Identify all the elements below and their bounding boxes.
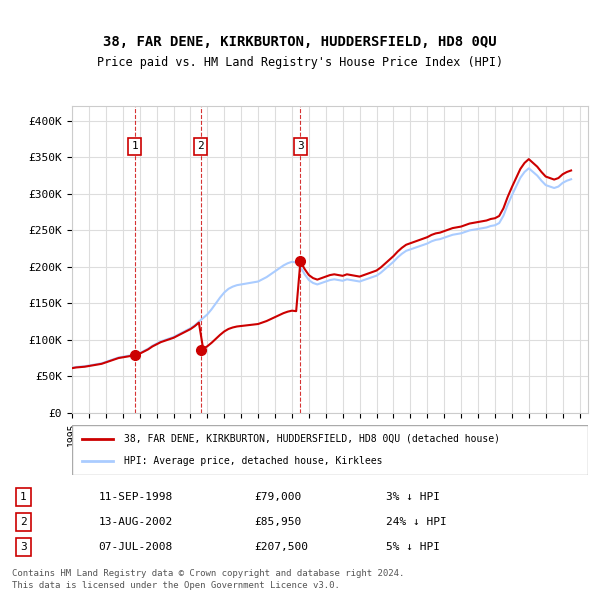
Text: £207,500: £207,500: [254, 542, 308, 552]
Text: 3: 3: [20, 542, 27, 552]
Text: 13-AUG-2002: 13-AUG-2002: [98, 517, 173, 527]
Text: 07-JUL-2008: 07-JUL-2008: [98, 542, 173, 552]
Text: Price paid vs. HM Land Registry's House Price Index (HPI): Price paid vs. HM Land Registry's House …: [97, 56, 503, 69]
Text: 11-SEP-1998: 11-SEP-1998: [98, 492, 173, 502]
Text: 1: 1: [131, 142, 138, 152]
Text: 1: 1: [20, 492, 27, 502]
Text: 38, FAR DENE, KIRKBURTON, HUDDERSFIELD, HD8 0QU: 38, FAR DENE, KIRKBURTON, HUDDERSFIELD, …: [103, 35, 497, 50]
Text: 2: 2: [20, 517, 27, 527]
Text: 5% ↓ HPI: 5% ↓ HPI: [386, 542, 440, 552]
Text: 24% ↓ HPI: 24% ↓ HPI: [386, 517, 447, 527]
Text: 3% ↓ HPI: 3% ↓ HPI: [386, 492, 440, 502]
Text: HPI: Average price, detached house, Kirklees: HPI: Average price, detached house, Kirk…: [124, 456, 382, 466]
FancyBboxPatch shape: [72, 425, 588, 475]
Text: 2: 2: [197, 142, 204, 152]
Text: Contains HM Land Registry data © Crown copyright and database right 2024.: Contains HM Land Registry data © Crown c…: [12, 569, 404, 578]
Text: This data is licensed under the Open Government Licence v3.0.: This data is licensed under the Open Gov…: [12, 581, 340, 589]
Text: 38, FAR DENE, KIRKBURTON, HUDDERSFIELD, HD8 0QU (detached house): 38, FAR DENE, KIRKBURTON, HUDDERSFIELD, …: [124, 434, 500, 444]
Text: £79,000: £79,000: [254, 492, 301, 502]
Text: £85,950: £85,950: [254, 517, 301, 527]
Text: 3: 3: [297, 142, 304, 152]
